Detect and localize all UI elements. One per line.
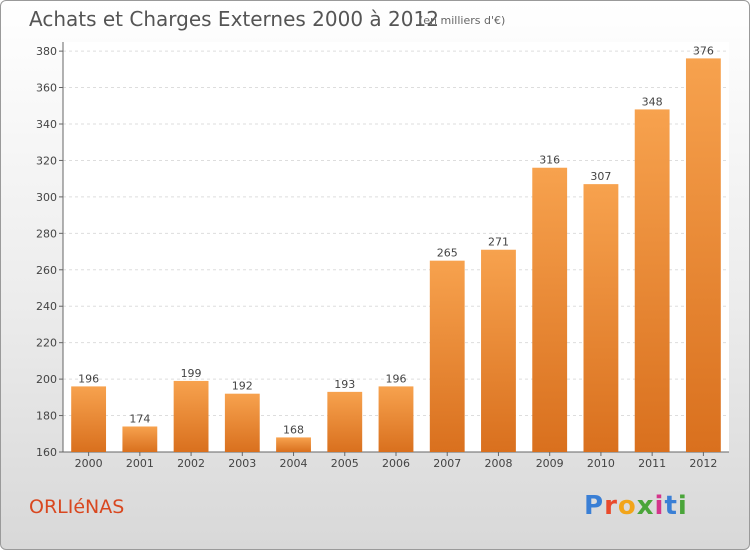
y-tick-label: 360 — [36, 82, 57, 95]
x-tick-label: 2006 — [382, 457, 410, 470]
data-labels: 196 174 199 192 168 193 196 265 271 316 307 348 376 — [78, 44, 714, 436]
x-tick-label: 2003 — [228, 457, 256, 470]
data-label: 348 — [642, 95, 663, 108]
x-tick-label: 2011 — [638, 457, 666, 470]
y-tick-label: 260 — [36, 264, 57, 277]
bar — [71, 386, 107, 452]
x-tick-label: 2012 — [689, 457, 717, 470]
brand-letter: t — [664, 491, 678, 521]
brand-letter: i — [677, 491, 688, 521]
bar — [122, 426, 158, 452]
x-tick-label: 2001 — [126, 457, 154, 470]
y-tick-label: 300 — [36, 191, 57, 204]
axes: 160 180 200 220 240 260 280 300 320 340 360 380 2000… — [36, 42, 729, 470]
bar — [378, 386, 414, 452]
brand-letter: i — [654, 491, 665, 521]
data-label: 196 — [386, 372, 407, 385]
bar — [634, 109, 670, 452]
y-tick-label: 160 — [36, 446, 57, 459]
y-tick-label: 200 — [36, 373, 57, 386]
data-label: 168 — [283, 423, 304, 436]
data-label: 193 — [334, 378, 355, 391]
data-label: 174 — [129, 412, 150, 425]
x-tick-label: 2008 — [484, 457, 512, 470]
brand-logo: Proxiti — [584, 491, 688, 521]
y-tick-label: 220 — [36, 337, 57, 350]
chart-title: Achats et Charges Externes 2000 à 2012 — [29, 7, 439, 31]
bar — [583, 184, 619, 452]
x-tick-label: 2005 — [331, 457, 359, 470]
x-tick-label: 2010 — [587, 457, 615, 470]
brand-letter: o — [617, 491, 637, 521]
y-tick-label: 320 — [36, 154, 57, 167]
data-label: 196 — [78, 372, 99, 385]
chart-subtitle: (en milliers d'€) — [419, 14, 506, 27]
brand-letter: r — [604, 491, 618, 521]
bar — [429, 260, 465, 452]
bar — [224, 393, 260, 452]
x-tick-label: 2000 — [75, 457, 103, 470]
x-tick-label: 2007 — [433, 457, 461, 470]
y-tick-label: 240 — [36, 300, 57, 313]
bar — [276, 437, 311, 452]
data-label: 376 — [693, 44, 714, 57]
y-tick-label: 380 — [36, 45, 57, 58]
data-label: 271 — [488, 236, 509, 249]
x-tick-label: 2002 — [177, 457, 205, 470]
brand-letter: x — [636, 491, 655, 521]
y-tick-label: 340 — [36, 118, 57, 131]
data-label: 307 — [590, 170, 611, 183]
bar — [532, 167, 568, 452]
data-label: 316 — [539, 154, 560, 167]
x-tick-label: 2004 — [280, 457, 308, 470]
y-tick-label: 280 — [36, 227, 57, 240]
data-label: 199 — [181, 367, 202, 380]
brand-letter: P — [584, 491, 605, 521]
bar — [685, 58, 721, 453]
data-label: 265 — [437, 247, 458, 260]
location-name: ORLIéNAS — [29, 496, 125, 518]
x-tick-label: 2009 — [536, 457, 564, 470]
bar — [327, 391, 363, 452]
y-tick-label: 180 — [36, 410, 57, 423]
bars — [71, 58, 721, 453]
bar — [173, 380, 209, 452]
bar — [481, 249, 516, 452]
data-label: 192 — [232, 380, 253, 393]
